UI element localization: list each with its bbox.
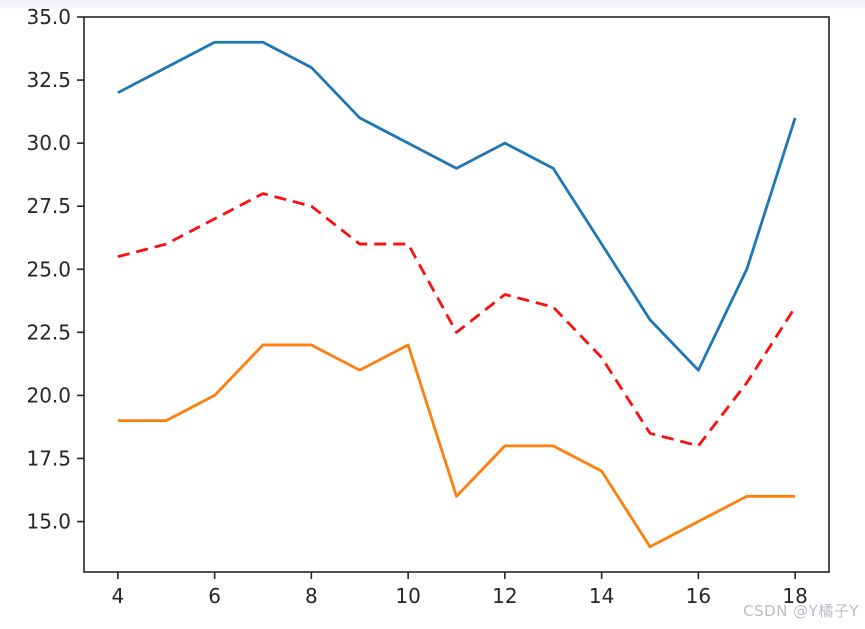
x-tick-label: 4 bbox=[111, 584, 124, 608]
x-tick-label: 12 bbox=[492, 584, 517, 608]
y-tick-label: 32.5 bbox=[26, 68, 71, 92]
series-red-dashed-line bbox=[117, 192, 797, 448]
series-orange-solid-line bbox=[117, 343, 796, 549]
x-tick-label: 16 bbox=[686, 584, 711, 608]
series-blue-solid-line bbox=[117, 40, 797, 372]
y-tick-label: 27.5 bbox=[26, 194, 71, 218]
y-tick-label: 35.0 bbox=[26, 5, 71, 29]
y-tick-label: 17.5 bbox=[26, 446, 71, 470]
y-tick-label: 30.0 bbox=[26, 131, 71, 155]
x-tick-label: 14 bbox=[589, 584, 614, 608]
x-tick-label: 8 bbox=[305, 584, 318, 608]
plot-border bbox=[83, 16, 830, 573]
csdn-watermark: CSDN @Y橘子Y bbox=[743, 602, 859, 620]
window-top-strip bbox=[0, 0, 865, 9]
y-tick-label: 22.5 bbox=[26, 320, 71, 344]
x-tick-label: 10 bbox=[395, 584, 420, 608]
x-tick-label: 18 bbox=[782, 584, 807, 608]
y-tick-label: 25.0 bbox=[26, 257, 71, 281]
y-tick-label: 20.0 bbox=[26, 383, 71, 407]
y-tick-label: 15.0 bbox=[26, 510, 71, 534]
x-tick-label: 6 bbox=[208, 584, 221, 608]
